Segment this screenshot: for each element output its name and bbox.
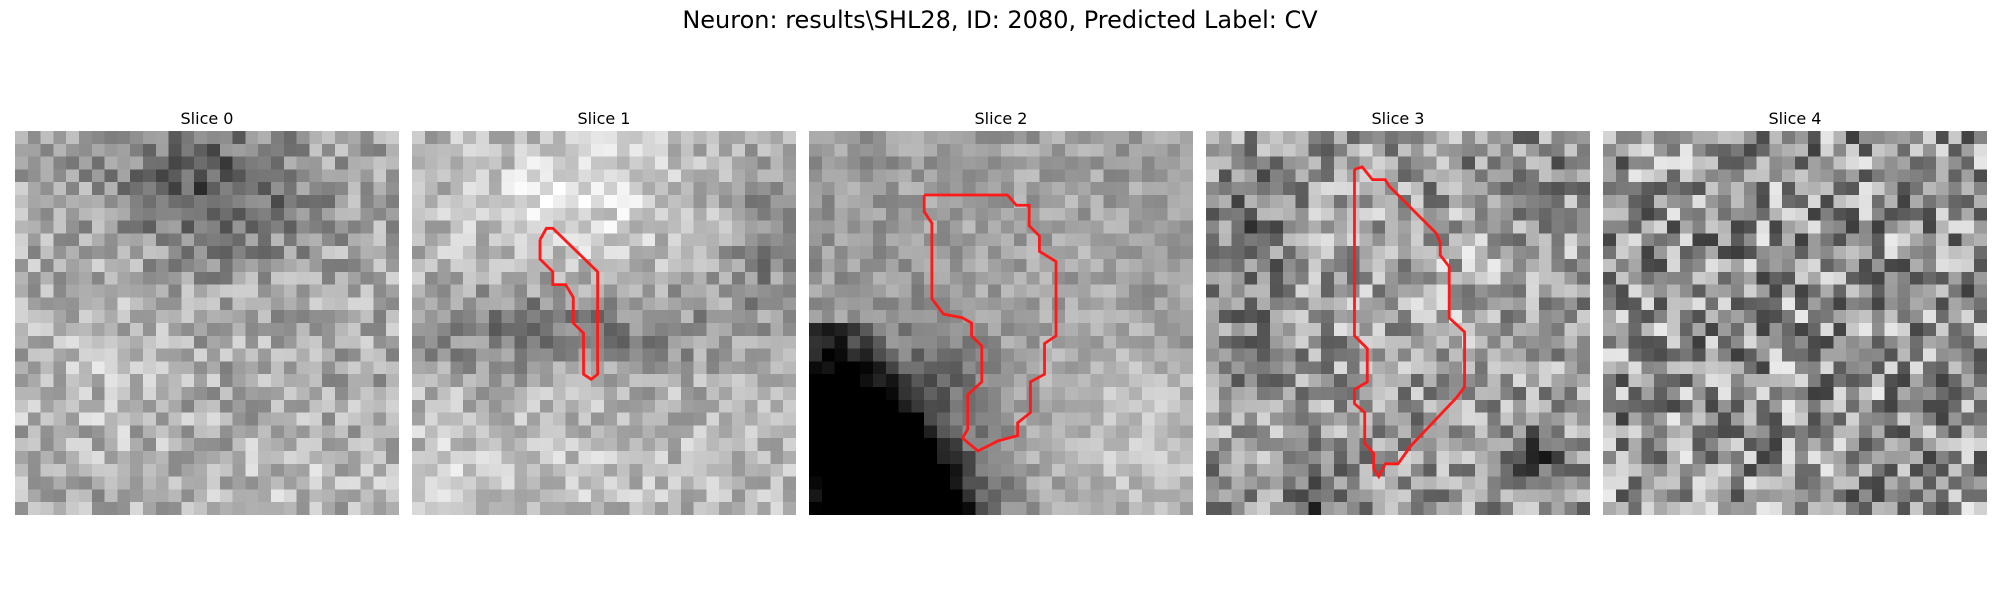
slice-image — [809, 131, 1193, 515]
slice-panel-3: Slice 3 — [1206, 109, 1590, 515]
slice-image — [412, 131, 796, 515]
slice-title: Slice 1 — [577, 109, 631, 128]
figure-title: Neuron: results\SHL28, ID: 2080, Predict… — [682, 6, 1318, 34]
slice-title: Slice 4 — [1768, 109, 1822, 128]
slice-panel-2: Slice 2 — [809, 109, 1193, 515]
slice-image — [15, 131, 399, 515]
slice-title: Slice 2 — [974, 109, 1028, 128]
roi-outline — [1353, 165, 1466, 480]
slice-image — [1206, 131, 1590, 515]
roi-outline — [538, 226, 600, 382]
slice-title: Slice 0 — [180, 109, 234, 128]
slice-title: Slice 3 — [1371, 109, 1425, 128]
slice-panel-1: Slice 1 — [412, 109, 796, 515]
slice-image — [1603, 131, 1987, 515]
slice-panel-0: Slice 0 — [15, 109, 399, 515]
slice-panel-4: Slice 4 — [1603, 109, 1987, 515]
roi-outline — [922, 193, 1058, 453]
